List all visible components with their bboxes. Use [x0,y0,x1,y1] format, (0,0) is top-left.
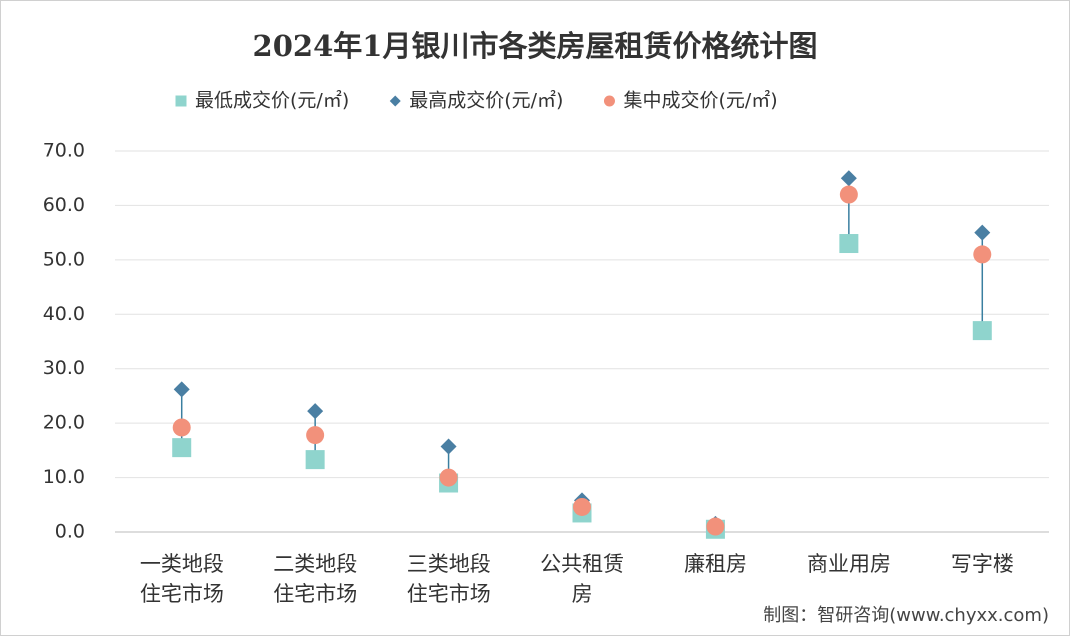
y-tick-label: 40.0 [43,303,85,325]
y-tick-label: 30.0 [43,357,85,379]
point [172,418,191,437]
y-tick-label: 0.0 [55,521,85,543]
point [440,438,457,455]
y-tick-label: 20.0 [43,412,85,434]
point [306,426,325,445]
point [974,224,991,241]
point [173,381,190,398]
x-tick-label: 商业用房 [806,552,891,576]
x-tick-label: 一类地段住宅市场 [139,552,224,606]
y-tick-label: 50.0 [43,248,85,270]
y-tick-label: 60.0 [43,194,85,216]
legend-marker [603,95,615,107]
legend-marker [175,95,187,107]
point [972,321,992,341]
legend-label: 最低成交价(元/㎡) [195,89,349,112]
source: 制图：智研咨询(www.chyxx.com) [763,605,1049,626]
point [172,438,192,458]
y-tick-label: 70.0 [43,140,85,162]
point [307,403,324,420]
legend-label: 最高成交价(元/㎡) [409,89,563,112]
point [439,468,458,487]
legend-label: 集中成交价(元/㎡) [623,89,777,112]
point [839,185,858,204]
x-tick-label: 廉租房 [684,552,748,576]
point [973,245,992,264]
y-tick-label: 10.0 [43,466,85,488]
point [706,517,725,536]
chart-title: 2024年1月银川市各类房屋租赁价格统计图 [253,29,818,63]
legend-marker [389,95,401,107]
x-tick-label: 二类地段住宅市场 [273,552,358,606]
x-tick-label: 写字楼 [950,552,1014,576]
point [573,497,591,516]
point [839,234,859,254]
point [305,450,325,470]
point [840,170,857,187]
x-tick-label: 三类地段住宅市场 [406,552,491,606]
x-tick-label: 公共租赁房 [540,552,625,606]
